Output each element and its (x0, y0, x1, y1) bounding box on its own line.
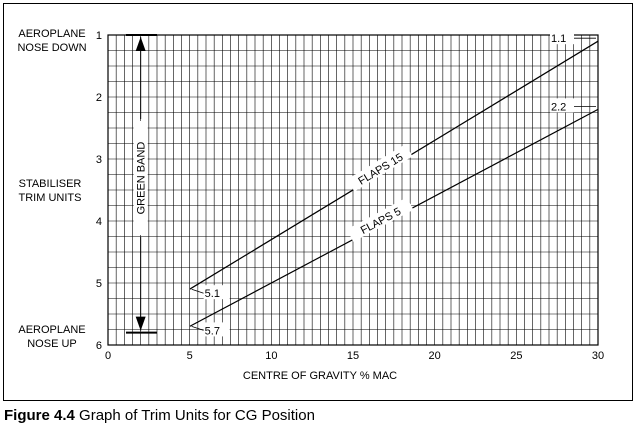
green-band-label-bg (133, 121, 148, 235)
green-band: GREEN BAND (126, 34, 157, 334)
y-tick-label: 5 (96, 278, 102, 290)
trim-units-label-line2: TRIM UNITS (19, 192, 82, 204)
start-label-bg (203, 285, 230, 300)
nose-up-label-line1: AEROPLANE (18, 324, 85, 336)
series-name-bg (347, 144, 413, 192)
x-tick-label: 30 (592, 350, 604, 362)
side-labels: AEROPLANE NOSE DOWN STABILISER TRIM UNITS AE… (17, 28, 86, 350)
x-tick-label: 0 (105, 350, 111, 362)
figure-frame: GREEN BAND 5.1 1.1 FLAPS 15 5.7 2.2 FLAPS 5 0… (3, 3, 633, 401)
plot-border (107, 34, 599, 346)
x-tick-label: 15 (347, 350, 359, 362)
nose-down-label-line1: AEROPLANE (18, 28, 85, 40)
start-label-leader (191, 288, 204, 294)
figure-number: Figure 4.4 (4, 407, 75, 424)
series-end-label: 1.1 (551, 33, 566, 45)
y-tick-label: 6 (96, 340, 102, 352)
y-tick-label: 3 (96, 154, 102, 166)
figure-caption: Figure 4.4 Graph of Trim Units for CG Po… (4, 407, 315, 424)
y-tick-label: 1 (96, 30, 102, 42)
green-band-arrowhead-up (135, 37, 146, 51)
series-end-label: 2.2 (551, 101, 566, 113)
x-tick-label: 25 (510, 350, 522, 362)
series-start-label: 5.7 (205, 325, 220, 337)
end-label-bg (550, 98, 574, 113)
trim-units-label-line1: STABILISER (19, 178, 82, 190)
nose-up-label-line2: NOSE UP (27, 338, 77, 350)
chart-axes (107, 34, 599, 346)
green-band-arrowhead-down (135, 316, 146, 331)
y-tick-label: 2 (96, 92, 102, 104)
x-axis-title: CENTRE OF GRAVITY % MAC (243, 370, 397, 382)
x-tick-label: 20 (429, 350, 441, 362)
start-label-bg (203, 322, 230, 337)
tick-labels: 0 5 10 15 20 25 30 1 2 3 4 5 6 CENTRE OF GRAVITY % MA… (96, 30, 604, 382)
end-label-bg (550, 30, 574, 45)
nose-down-label-line2: NOSE DOWN (17, 42, 86, 54)
series-start-label: 5.1 (205, 288, 220, 300)
x-tick-label: 10 (265, 350, 277, 362)
x-tick-label: 5 (187, 350, 193, 362)
figure-caption-text: Graph of Trim Units for CG Position (79, 407, 315, 424)
series-name-bg (346, 197, 414, 242)
start-label-leader (191, 326, 204, 331)
y-tick-label: 4 (96, 216, 102, 228)
green-band-label: GREEN BAND (136, 142, 148, 215)
